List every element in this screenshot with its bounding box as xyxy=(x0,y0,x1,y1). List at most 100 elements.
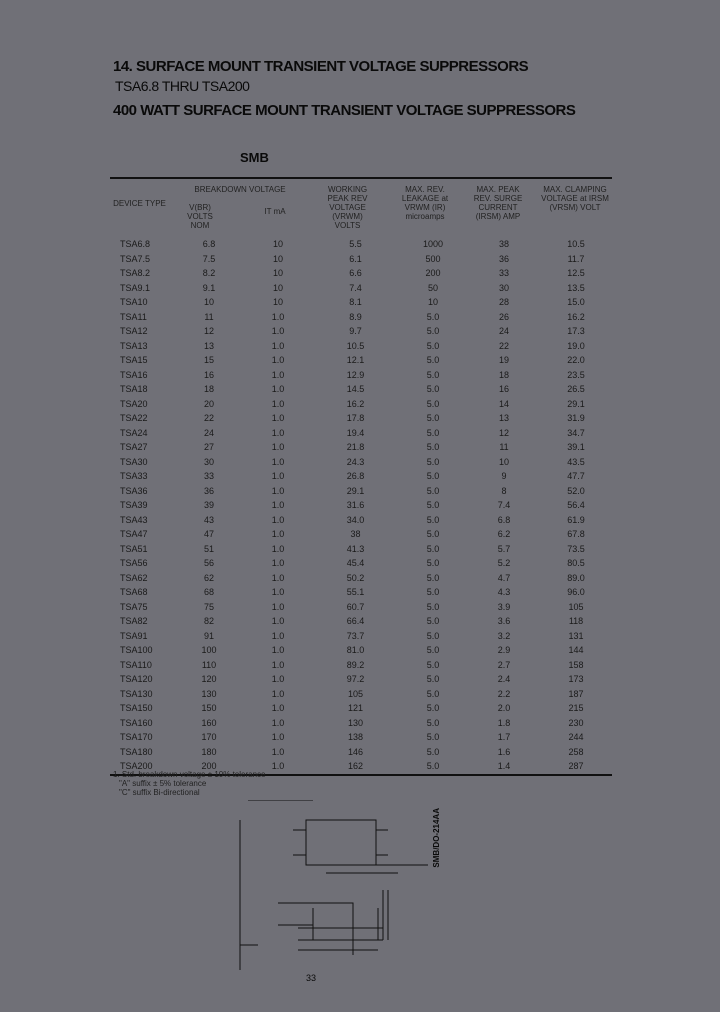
cell-ipp: 36 xyxy=(498,253,509,264)
cell-it: 1.0 xyxy=(271,587,285,597)
cell-vbr: 160 xyxy=(201,717,217,728)
cell-vrwm: 81.0 xyxy=(346,645,365,655)
cell-ir: 5.0 xyxy=(426,543,440,554)
table-row: TSA180 180 1.0 146 5.0 1.6 258 xyxy=(110,745,612,760)
cell-it: 1.0 xyxy=(271,688,285,699)
cell-vrwm: 7.4 xyxy=(349,282,362,293)
cell-vc: 80.5 xyxy=(567,558,585,568)
cell-it: 1.0 xyxy=(271,572,285,583)
cell-vbr: 51 xyxy=(203,543,214,554)
cell-vrwm: 6.1 xyxy=(349,253,362,264)
cell-ir: 5.0 xyxy=(426,311,440,322)
cell-ipp: 12 xyxy=(498,427,509,438)
cell-ir: 5.0 xyxy=(426,587,440,597)
header-ir: MAX. REV. LEAKAGE at VRWM (IR) microamps xyxy=(401,185,449,221)
footnote: "A" suffix ± 5% tolerance xyxy=(119,779,207,788)
cell-vrwm: 12.9 xyxy=(346,369,365,380)
cell-ipp: 2.7 xyxy=(497,659,511,670)
table-row: TSA51 51 1.0 41.3 5.0 5.7 73.5 xyxy=(110,542,612,557)
cell-ir: 5.0 xyxy=(426,500,440,510)
cell-ipp: 14 xyxy=(498,398,509,409)
cell-device-type: TSA8.2 xyxy=(120,268,151,278)
cell-it: 1.0 xyxy=(271,558,285,568)
table-row: TSA68 68 1.0 55.1 5.0 4.3 96.0 xyxy=(110,585,612,600)
cell-vbr: 15 xyxy=(203,355,214,365)
cell-device-type: TSA160 xyxy=(120,717,153,728)
table-row: TSA56 56 1.0 45.4 5.0 5.2 80.5 xyxy=(110,556,612,571)
header-breakdown: BREAKDOWN VOLTAGE xyxy=(194,185,286,194)
table-body: TSA6.8 6.8 10 5.5 1000 38 10.5 TSA7.5 7.5 10 6.1 50… xyxy=(110,237,612,774)
cell-ir: 5.0 xyxy=(426,413,440,423)
table-row: TSA20 20 1.0 16.2 5.0 14 29.1 xyxy=(110,397,612,412)
cell-ipp: 11 xyxy=(499,442,509,452)
cell-device-type: TSA27 xyxy=(120,442,148,452)
cell-device-type: TSA12 xyxy=(120,326,148,336)
cell-ipp: 9 xyxy=(501,471,507,481)
cell-ir: 5.0 xyxy=(426,456,440,467)
cell-ipp: 6.2 xyxy=(497,529,511,539)
cell-ipp: 28 xyxy=(498,297,509,307)
cell-vc: 89.0 xyxy=(567,572,585,583)
cell-vc: 158 xyxy=(568,659,584,670)
cell-ir: 500 xyxy=(425,253,441,264)
cell-vrwm: 5.5 xyxy=(349,239,362,249)
cell-vc: 187 xyxy=(568,688,584,699)
cell-vrwm: 10.5 xyxy=(346,340,365,351)
cell-vbr: 9.1 xyxy=(202,282,216,293)
cell-vc: 61.9 xyxy=(567,514,585,525)
cell-ipp: 19 xyxy=(498,355,509,365)
cell-it: 1.0 xyxy=(271,703,285,713)
cell-vrwm: 41.3 xyxy=(346,543,365,554)
cell-vc: 96.0 xyxy=(567,587,585,597)
cell-it: 10 xyxy=(272,268,283,278)
cell-vc: 287 xyxy=(568,761,584,771)
cell-vrwm: 12.1 xyxy=(346,355,365,365)
header-vrwm: WORKING PEAK REV VOLTAGE (VRWM) VOLTS xyxy=(327,185,368,230)
cell-ir: 5.0 xyxy=(426,427,440,438)
header-device: DEVICE TYPE xyxy=(113,199,166,208)
cell-device-type: TSA18 xyxy=(120,384,148,394)
cell-vrwm: 66.4 xyxy=(346,616,365,626)
cell-vc: 16.2 xyxy=(567,311,585,322)
cell-ipp: 22 xyxy=(498,340,509,351)
cell-device-type: TSA16 xyxy=(120,369,148,380)
cell-vbr: 120 xyxy=(201,674,217,684)
cell-ir: 5.0 xyxy=(426,616,440,626)
cell-device-type: TSA62 xyxy=(120,572,148,583)
cell-device-type: TSA68 xyxy=(120,587,148,597)
cell-vrwm: 16.2 xyxy=(346,398,365,409)
cell-it: 1.0 xyxy=(271,355,285,365)
cell-it: 1.0 xyxy=(271,398,285,409)
cell-vbr: 8.2 xyxy=(202,268,216,278)
cell-vc: 258 xyxy=(568,746,584,757)
part-range: TSA6.8 THRU TSA200 xyxy=(115,78,250,94)
footnote: "C" suffix Bi-directional xyxy=(119,788,200,797)
cell-ipp: 16 xyxy=(498,384,509,394)
cell-vbr: 12 xyxy=(203,326,214,336)
cell-ir: 5.0 xyxy=(426,732,440,742)
cell-vc: 131 xyxy=(568,630,584,641)
table-row: TSA7.5 7.5 10 6.1 500 36 11.7 xyxy=(110,252,612,267)
table-row: TSA200 200 1.0 162 5.0 1.4 287 xyxy=(110,759,612,774)
cell-vc: 43.5 xyxy=(567,456,585,467)
cell-ipp: 3.9 xyxy=(497,601,511,612)
table-row: TSA62 62 1.0 50.2 5.0 4.7 89.0 xyxy=(110,571,612,586)
cell-vc: 31.9 xyxy=(567,413,585,423)
cell-vbr: 180 xyxy=(201,746,217,757)
cell-ipp: 1.7 xyxy=(497,732,511,742)
cell-ipp: 3.2 xyxy=(497,630,511,641)
cell-vrwm: 138 xyxy=(347,732,364,742)
cell-device-type: TSA200 xyxy=(120,761,153,771)
cell-vrwm: 31.6 xyxy=(346,500,365,510)
table-row: TSA39 39 1.0 31.6 5.0 7.4 56.4 xyxy=(110,498,612,513)
cell-ipp: 2.0 xyxy=(497,703,511,713)
table-row: TSA75 75 1.0 60.7 5.0 3.9 105 xyxy=(110,600,612,615)
table-row: TSA9.1 9.1 10 7.4 50 30 13.5 xyxy=(110,281,612,296)
cell-vrwm: 89.2 xyxy=(346,659,365,670)
cell-vbr: 56 xyxy=(203,558,214,568)
cell-vbr: 100 xyxy=(201,645,217,655)
cell-ipp: 4.3 xyxy=(497,587,511,597)
cell-vbr: 16 xyxy=(203,369,214,380)
cell-device-type: TSA10 xyxy=(120,297,148,307)
